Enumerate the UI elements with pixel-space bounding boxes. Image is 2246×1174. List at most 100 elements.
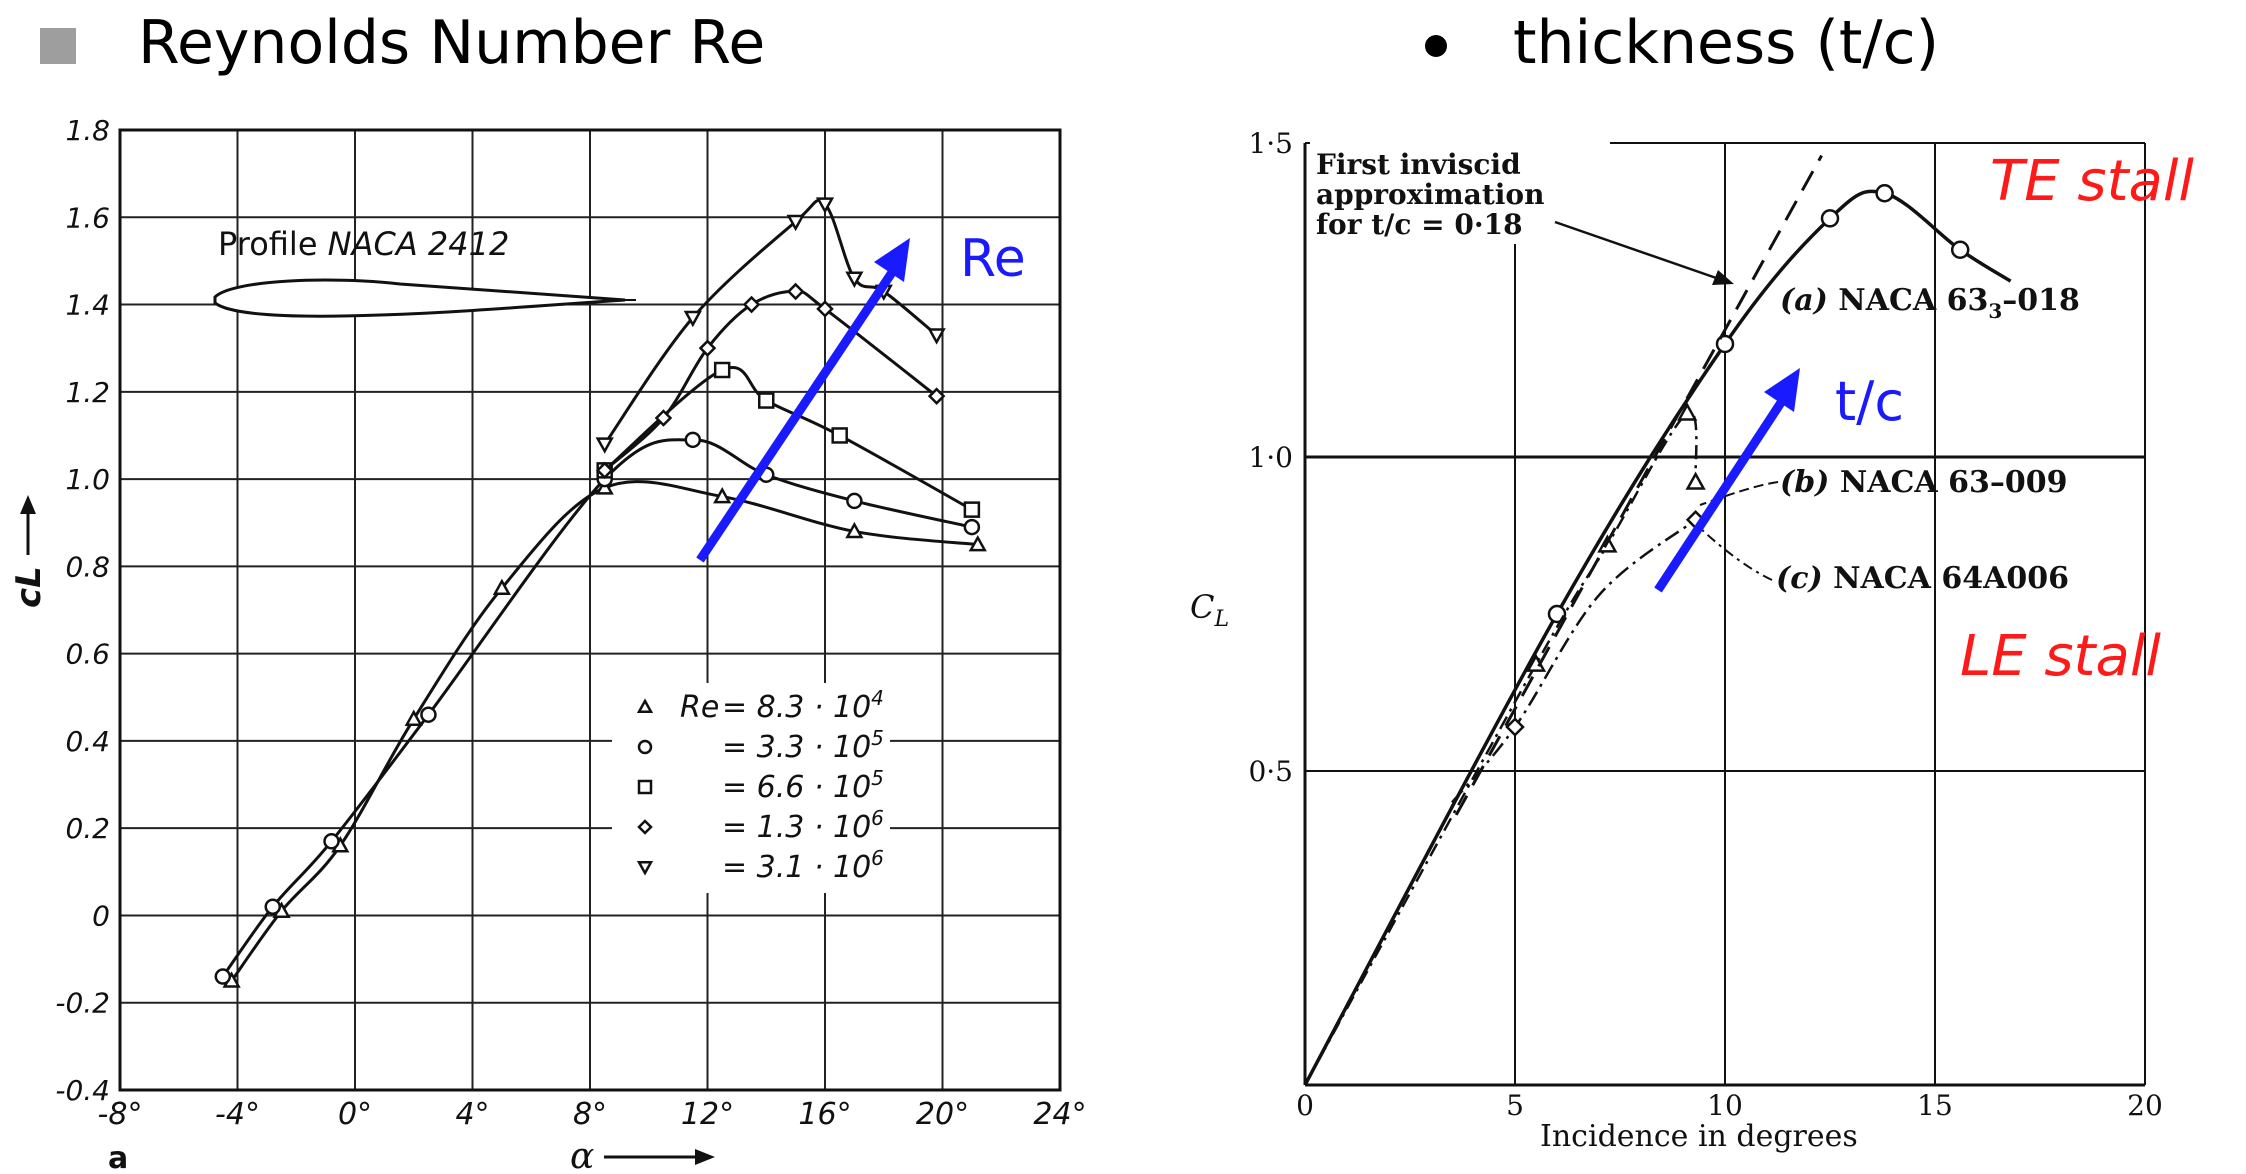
left-y-tick-label: 0.6 (65, 638, 110, 671)
left-legend-label: = 1.3 · 106 (722, 806, 884, 845)
right-y-tick-label: 0·5 (1248, 755, 1293, 788)
left-data-point (927, 387, 946, 405)
right-data-point (1685, 510, 1706, 530)
right-series-line (1303, 189, 2012, 1086)
left-x-axis-arrow-icon (695, 1149, 715, 1165)
left-y-tick-label: 0.8 (65, 550, 110, 583)
inviscid-note-line: First inviscid (1316, 148, 1521, 181)
left-plot-frame (118, 128, 1062, 1092)
series-c-label: (c) NACA 64A006 (1776, 561, 2069, 596)
left-x-tick-label: 20° (916, 1097, 969, 1132)
series-a-label: (a) NACA 633–018 (1780, 283, 2080, 323)
right-series-line (1454, 154, 1823, 816)
left-x-tick-label: -8° (98, 1097, 143, 1132)
left-data-point (758, 392, 775, 409)
right-x-tick-label: 15 (1917, 1089, 1953, 1122)
right-series (1303, 154, 2012, 1086)
left-y-tick-label: 1.6 (65, 201, 110, 234)
right-data-point (1820, 209, 1840, 228)
right-series-line (1451, 518, 1697, 804)
right-title: thickness (t/c) (1513, 8, 1940, 78)
inviscid-note-line: approximation (1316, 178, 1544, 211)
left-legend-label: = 3.3 · 105 (722, 726, 884, 765)
left-data-point (742, 295, 761, 314)
right-data-point (1715, 334, 1735, 354)
inviscid-pointer-arrow-icon (1712, 270, 1734, 285)
left-data-point (492, 578, 511, 596)
naca2412-chart: -8° -4° 0° 4° 8° 12° 16° 20° 24° -0.4 -0.2 0 0.2 0.4 0… (9, 114, 1087, 1174)
right-y-tick-label: 1·0 (1248, 441, 1293, 474)
left-data-point (420, 706, 437, 723)
left-x-axis-label: α (570, 1136, 594, 1174)
left-data-point (684, 431, 702, 449)
inviscid-note-bg (1310, 140, 1610, 244)
series-b-leader-line (1699, 481, 1779, 506)
left-y-tick-label: 1.4 (65, 289, 110, 322)
right-grid (1303, 142, 2146, 1087)
left-y-tick-label: 0 (92, 899, 110, 932)
inviscid-note-line: for t/c = 0·18 (1316, 208, 1523, 241)
left-data-point (963, 501, 981, 518)
left-data-point (595, 437, 614, 454)
left-data-point (845, 271, 864, 288)
left-data-point (713, 361, 731, 379)
left-legend-marker (636, 860, 654, 876)
le-stall-label: LE stall (1960, 624, 2161, 689)
left-data-point (323, 833, 340, 850)
right-data-point (1685, 471, 1706, 490)
grey-square-bullet-icon (40, 28, 76, 65)
left-legend: Re = 8.3 · 104= 3.3 · 105= 6.6 · 105= 1.3… (636, 686, 884, 885)
left-legend-marker (637, 779, 653, 795)
right-x-tick-label: 0 (1296, 1089, 1314, 1122)
left-data-point (264, 898, 281, 915)
left-y-tick-label: 0.4 (65, 725, 110, 758)
right-data-point (1525, 653, 1547, 672)
left-legend-marker (637, 739, 653, 755)
black-dot-bullet-icon (1425, 35, 1447, 58)
series-c-leader-line (1699, 527, 1773, 581)
left-data-point (404, 709, 423, 726)
left-data-point (927, 328, 946, 345)
right-data-point (1505, 717, 1525, 737)
left-title: Reynolds Number Re (138, 8, 766, 78)
tc-arrow-shaft (1654, 395, 1788, 593)
right-x-tick-label: 5 (1506, 1089, 1524, 1122)
left-legend-label: = 6.6 · 105 (722, 766, 884, 805)
left-data-point (786, 282, 805, 301)
tc-arrow-head-icon (1764, 368, 1800, 412)
left-data-point (214, 968, 232, 985)
right-data-point (1950, 240, 1970, 260)
left-data-point (963, 518, 981, 536)
te-stall-label: TE stall (1990, 149, 2194, 214)
left-grid (118, 128, 1062, 1092)
left-series-line (603, 366, 973, 511)
left-data-point (683, 310, 702, 328)
left-chart-title: Profile NACA 2412 (218, 225, 509, 263)
left-data-point (968, 534, 987, 552)
left-x-tick-label: 8° (573, 1097, 607, 1132)
series-b-label: (b) NACA 63–009 (1780, 465, 2067, 500)
tc-arrow-label: t/c (1835, 370, 1904, 433)
left-legend-prefix: Re (680, 690, 719, 725)
right-data-point (1875, 183, 1894, 203)
re-arrow-shaft (696, 265, 899, 563)
right-tick-labels: 0 5 10 15 20 0·5 1·0 1·5 (1248, 127, 2162, 1122)
left-legend-label: = 8.3 · 104 (722, 686, 884, 725)
left-legend-marker (637, 819, 653, 835)
left-y-axis-arrow-icon (20, 495, 36, 514)
left-data-point (698, 339, 717, 357)
airfoil-profile-shape (213, 278, 626, 318)
left-x-tick-label: 16° (798, 1097, 851, 1132)
left-x-tick-label: 0° (338, 1097, 372, 1132)
left-legend-marker (636, 698, 654, 714)
left-y-tick-label: -0.2 (55, 987, 110, 1020)
left-series-line (221, 438, 973, 978)
re-arrow-label: Re (960, 229, 1026, 289)
left-data-point (815, 197, 835, 214)
left-data-point (595, 461, 614, 480)
left-legend-box (612, 683, 890, 893)
right-x-tick-label: 10 (1707, 1089, 1743, 1122)
right-x-tick-label: 20 (2127, 1089, 2163, 1122)
inviscid-pointer-line (1554, 220, 1723, 282)
